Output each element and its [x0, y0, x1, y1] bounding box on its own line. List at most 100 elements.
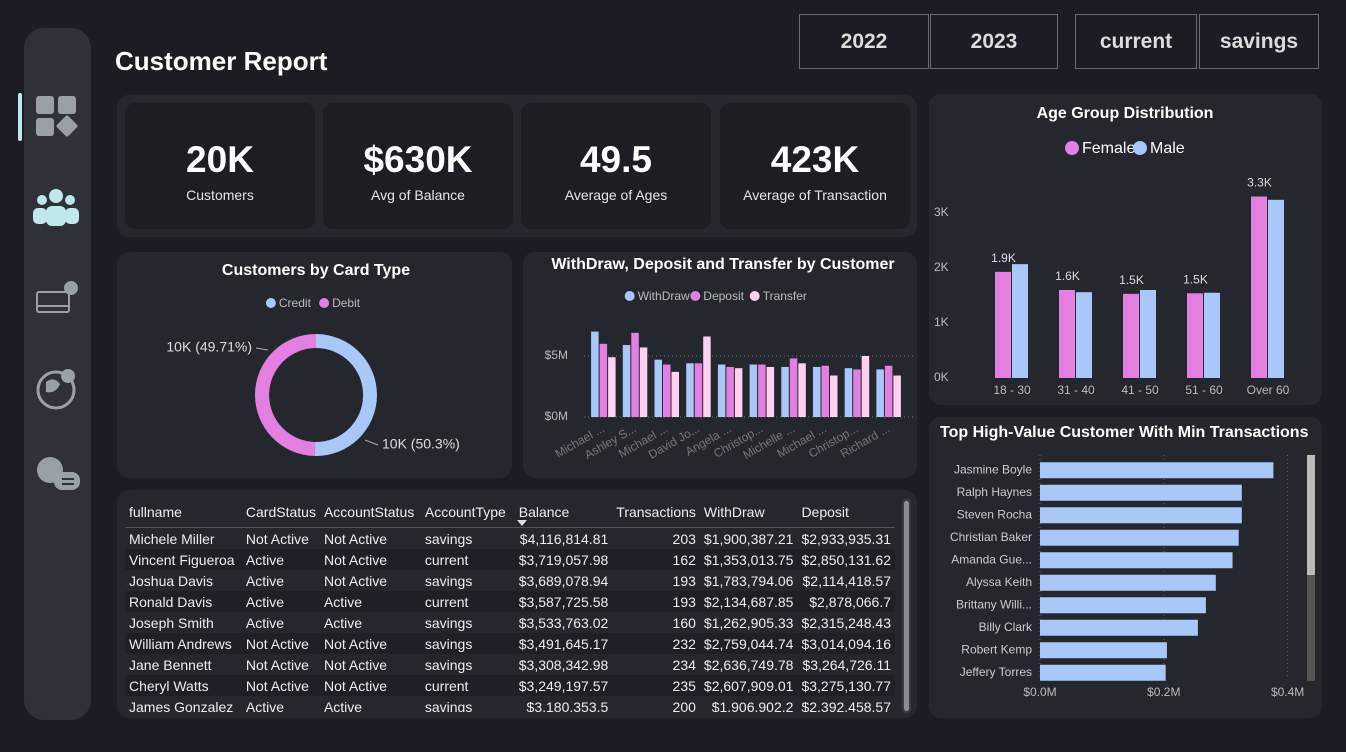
table-cell: $2,933,935.31 [801, 530, 891, 547]
table-cell: $1,262,905.33 [703, 614, 794, 631]
table-cell: $3,275,130.77 [797, 675, 895, 696]
kpi-card: 20K Customers [125, 103, 315, 229]
table-cell: Not Active [319, 633, 421, 654]
table-row: Joshua Davis Active Not Active savings $3,68… [125, 570, 895, 591]
table-cell: Joseph Smith [129, 614, 214, 631]
table-cell: $2,878,066.7 [797, 591, 895, 612]
table-cell: $1,906,902.2 [711, 698, 794, 713]
table-row: Joseph Smith Active Active savings $3,533,76… [125, 612, 895, 633]
table-cell: Ronald Davis [125, 591, 242, 612]
kpi-card: 49.5 Average of Ages [521, 103, 711, 229]
qa-icon[interactable] [37, 457, 80, 490]
column-header: Deposit [797, 497, 895, 528]
table-cell: $1,783,794.06 [703, 572, 794, 589]
table-cell: savings [424, 572, 473, 589]
table-cell: Active [241, 591, 320, 612]
kpi-card: 423K Average of Transaction [720, 103, 910, 229]
table-cell: $2,850,131.62 [797, 549, 895, 570]
column-header: WithDraw [699, 497, 798, 528]
table-cell: Joshua Davis [129, 572, 214, 589]
table-cell: Not Active [241, 633, 320, 654]
kpi-value: $630K [363, 139, 473, 180]
table-cell: savings [424, 614, 473, 631]
table-cell: $2,392,458.57 [801, 698, 891, 713]
table-cell: Active [245, 572, 285, 589]
map-icon[interactable] [36, 369, 76, 410]
table-cell: Not Active [323, 656, 387, 673]
kpi-label: Avg of Balance [371, 187, 465, 203]
table-row: Cheryl Watts Not Active Not Active current $… [125, 675, 895, 696]
table-cell: Vincent Figueroa [125, 549, 242, 570]
table-cell: $3,689,078.94 [518, 572, 609, 589]
table-cell: Not Active [323, 530, 387, 547]
kpi-value: 20K [186, 139, 254, 180]
table-row: James Gonzalez Active Active savings $3,180,… [125, 696, 895, 713]
table: fullname CardStatus AccountStatus AccountTy… [125, 497, 895, 712]
table-row: William Andrews Not Active Not Active savin… [125, 633, 895, 654]
table-cell: 234 [672, 656, 696, 673]
table-cell: Jane Bennett [129, 656, 212, 673]
table-cell: current [420, 549, 515, 570]
account-type-button[interactable]: savings [1199, 14, 1319, 69]
table-cell: $1,900,387.21 [703, 530, 794, 547]
column-header: Transactions [612, 497, 700, 528]
table-cell: $1,353,013.75 [699, 549, 798, 570]
table-cell: $3,719,057.98 [514, 549, 613, 570]
table-cell: Active [241, 549, 320, 570]
top-customers-panel [929, 417, 1322, 718]
age-panel [929, 94, 1322, 405]
table-cell: James Gonzalez [129, 698, 234, 713]
table-cell: Not Active [245, 530, 309, 547]
table-cell: Not Active [241, 675, 320, 696]
dashboard-icon[interactable] [36, 96, 78, 137]
table-cell: $2,607,909.01 [699, 675, 798, 696]
table-cell: $3,308,342.98 [518, 656, 609, 673]
table-cell: $3,587,725.58 [514, 591, 613, 612]
table-cell: $3,180,353.5 [526, 698, 609, 713]
table-cell: $3,249,197.57 [514, 675, 613, 696]
table-cell: $3,491,645.17 [514, 633, 613, 654]
account-type-button[interactable]: current [1075, 14, 1197, 69]
table-cell: 235 [612, 675, 700, 696]
table-scrollbar[interactable] [902, 499, 911, 713]
customers-icon[interactable] [33, 189, 79, 226]
kpi-card: $630K Avg of Balance [323, 103, 513, 229]
table-cell: Not Active [319, 675, 421, 696]
table-cell: current [420, 591, 515, 612]
customer-table: fullname CardStatus AccountStatus AccountTy… [125, 497, 895, 712]
table-cell: 232 [612, 633, 700, 654]
table-cell: savings [424, 698, 473, 713]
column-header: fullname [125, 497, 242, 528]
table-row: Michele Miller Not Active Not Active saving… [125, 528, 895, 550]
kpi-label: Average of Ages [564, 187, 668, 203]
table-cell: Active [245, 698, 285, 713]
table-cell: Active [319, 591, 421, 612]
table-cell: Not Active [245, 656, 309, 673]
finance-icon[interactable] [36, 281, 78, 313]
year-button[interactable]: 2022 [799, 14, 929, 69]
table-cell: Not Active [319, 549, 421, 570]
active-indicator [18, 93, 22, 141]
sort-indicator[interactable] [516, 520, 527, 526]
table-cell: savings [424, 656, 473, 673]
column-header: AccountStatus [319, 497, 421, 528]
table-row: Vincent Figueroa Active Not Active current $… [125, 549, 895, 570]
sidebar-icons [33, 96, 80, 490]
year-button[interactable]: 2023 [930, 14, 1058, 69]
table-cell: 193 [672, 572, 696, 589]
kpi-value: 423K [770, 139, 860, 180]
table-row: Jane Bennett Not Active Not Active savings $… [125, 654, 895, 675]
table-cell: $2,315,248.43 [801, 614, 891, 631]
table-cell: $2,759,044.74 [699, 633, 798, 654]
column-header: CardStatus [241, 497, 320, 528]
kpi-label: Average of Transaction [743, 187, 887, 203]
table-cell: $2,134,687.85 [699, 591, 798, 612]
table-cell: current [420, 675, 515, 696]
kpi-value: 49.5 [579, 139, 652, 180]
table-cell: $2,636,749.78 [703, 656, 794, 673]
table-cell: $3,264,726.11 [802, 656, 892, 673]
column-header: AccountType [420, 497, 515, 528]
table-cell: 200 [672, 698, 696, 713]
bar-scrollbar[interactable] [1307, 455, 1315, 681]
